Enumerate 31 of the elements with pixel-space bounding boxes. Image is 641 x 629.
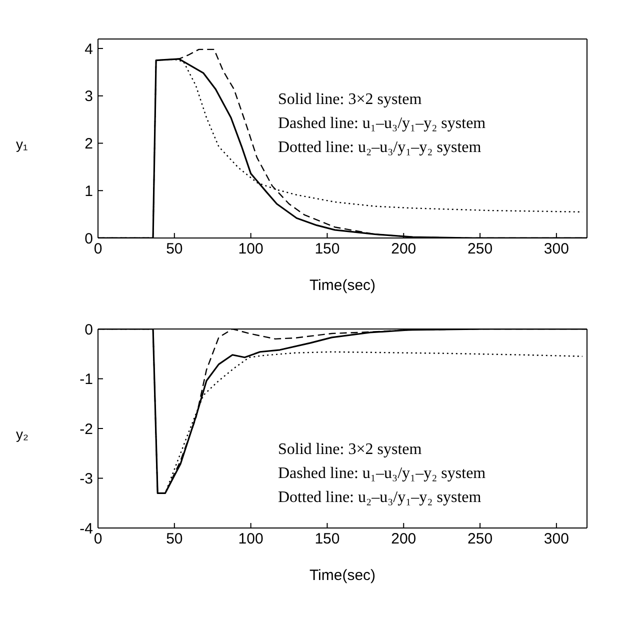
y-tick-label: -2 [80,420,93,438]
y-tick-label: 0 [84,321,93,338]
y-tick-label: 3 [84,88,93,106]
x-axis-title: Time(sec) [309,277,376,294]
x-tick-label: 200 [391,530,416,548]
x-tick-label: 150 [314,530,340,548]
y-tick-label: -3 [80,470,93,488]
x-tick-label: 150 [314,240,340,258]
y-tick-label: 4 [84,40,93,58]
annotation: Dotted line: u₂–u₃/y₁–y₂ system [278,488,482,508]
y-axis-title: y₁ [16,136,28,152]
x-tick-label: 200 [391,240,416,258]
annotation: Dashed line: u₁–u₃/y₁–y₂ system [278,464,486,484]
y-tick-label: -4 [80,520,93,538]
y-tick-label: -1 [80,371,93,388]
x-tick-label: 250 [468,240,493,258]
x-tick-label: 100 [238,530,264,548]
x-tick-label: 50 [166,530,183,548]
y-tick-label: 1 [84,182,93,200]
x-tick-label: 50 [166,240,183,258]
x-tick-label: 100 [238,240,264,258]
annotation: Dashed line: u₁–u₃/y₁–y₂ system [278,114,486,134]
annotation: Dotted line: u₂–u₃/y₁–y₂ system [278,138,482,158]
annotation: Solid line: 3×2 system [278,90,423,110]
x-tick-label: 300 [544,530,569,548]
y-axis-title: y₂ [16,426,28,442]
annotation: Solid line: 3×2 system [278,440,423,460]
x-tick-label: 300 [544,240,569,258]
y-tick-label: 2 [84,136,93,153]
x-tick-label: 250 [468,530,493,548]
x-axis-title: Time(sec) [309,567,376,584]
